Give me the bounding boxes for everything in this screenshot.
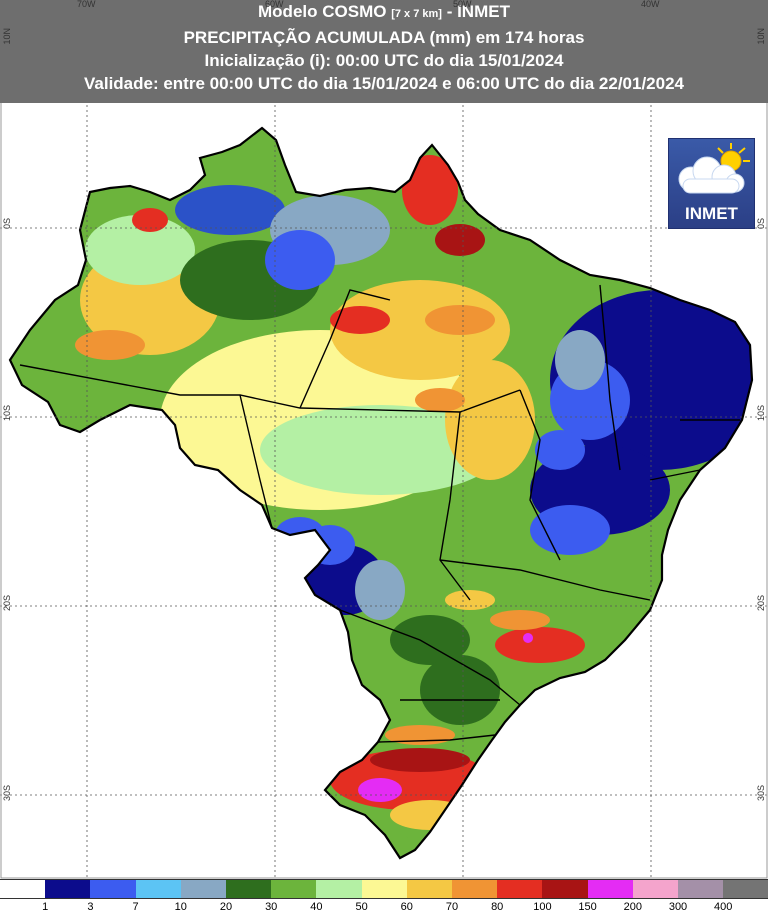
legend-swatch [0, 879, 46, 899]
color-legend: 1 3 7 10 20 30 40 50 60 70 80 100 150 200 300 400 [0, 879, 768, 917]
legend-swatch [271, 879, 317, 899]
lat-label-left-10n: 10N [2, 28, 12, 45]
legend-swatch [452, 879, 498, 899]
state-borders [19, 284, 740, 743]
lon-label-70w: 70W [77, 0, 96, 9]
legend-label: 30 [265, 901, 278, 913]
lat-label-right-30s: 30S [756, 785, 766, 802]
lon-label-60w: 60W [265, 0, 284, 9]
graticule [0, 0, 768, 879]
legend-swatch [587, 879, 634, 899]
legend-swatch [226, 879, 272, 899]
product-title: PRECIPITAÇÃO ACUMULADA (mm) em 174 horas [183, 28, 585, 47]
legend-label: 60 [400, 901, 413, 913]
legend-swatch [45, 879, 91, 899]
legend-label: 10 [174, 901, 187, 913]
legend-label: 70 [445, 901, 459, 913]
legend-label: 100 [533, 901, 552, 913]
inmet-logo: INMET [668, 138, 755, 229]
legend-label: 80 [491, 901, 504, 913]
lon-label-50w: 50W [453, 0, 472, 9]
legend-swatch [180, 879, 227, 899]
lon-label-40w: 40W [641, 0, 660, 9]
legend-swatch [135, 879, 182, 899]
map-header: Modelo COSMO [7 x 7 km] - INMET PRECIPIT… [0, 0, 768, 103]
legend-swatch [632, 879, 679, 899]
legend-swatch [542, 879, 589, 899]
validity-text: Validade: entre 00:00 UTC do dia 15/01/2… [83, 74, 684, 93]
cloud-sun-icon [678, 143, 750, 194]
legend-label: 1 [42, 901, 49, 913]
legend-swatch [406, 879, 453, 899]
lat-label-right-20s: 20S [756, 595, 766, 612]
legend-label: 200 [623, 901, 642, 913]
logo-text: INMET [685, 204, 738, 223]
legend-label: 150 [578, 901, 597, 913]
legend-swatch [90, 879, 137, 899]
lat-label-left-0s: 0S [2, 218, 12, 230]
lat-label-right-10s: 10S [756, 405, 766, 422]
legend-swatch [497, 879, 543, 899]
model-grid: [7 x 7 km] [391, 8, 442, 20]
lat-label-right-10n: 10N [756, 28, 766, 45]
legend-label: 7 [132, 901, 139, 913]
legend-label: 3 [87, 901, 94, 913]
legend-swatch [361, 879, 408, 899]
legend-label: 300 [668, 901, 688, 913]
legend-swatch [723, 879, 768, 899]
lat-label-left-20s: 20S [2, 595, 12, 612]
legend-label: 50 [355, 901, 368, 913]
legend-label: 400 [714, 901, 733, 913]
lat-label-left-10s: 10S [2, 405, 12, 422]
lat-label-right-0s: 0S [756, 218, 766, 230]
model-suffix: - INMET [446, 2, 510, 21]
model-title: Modelo COSMO [7 x 7 km] - INMET [0, 0, 768, 26]
legend-swatch [316, 879, 363, 899]
lat-label-left-30s: 30S [2, 785, 12, 802]
initialization-text: Inicialização (i): 00:00 UTC do dia 15/0… [204, 51, 564, 70]
legend-swatch [678, 879, 724, 899]
legend-label: 40 [310, 901, 323, 913]
model-name: Modelo COSMO [258, 2, 387, 21]
legend-label: 20 [219, 901, 233, 913]
